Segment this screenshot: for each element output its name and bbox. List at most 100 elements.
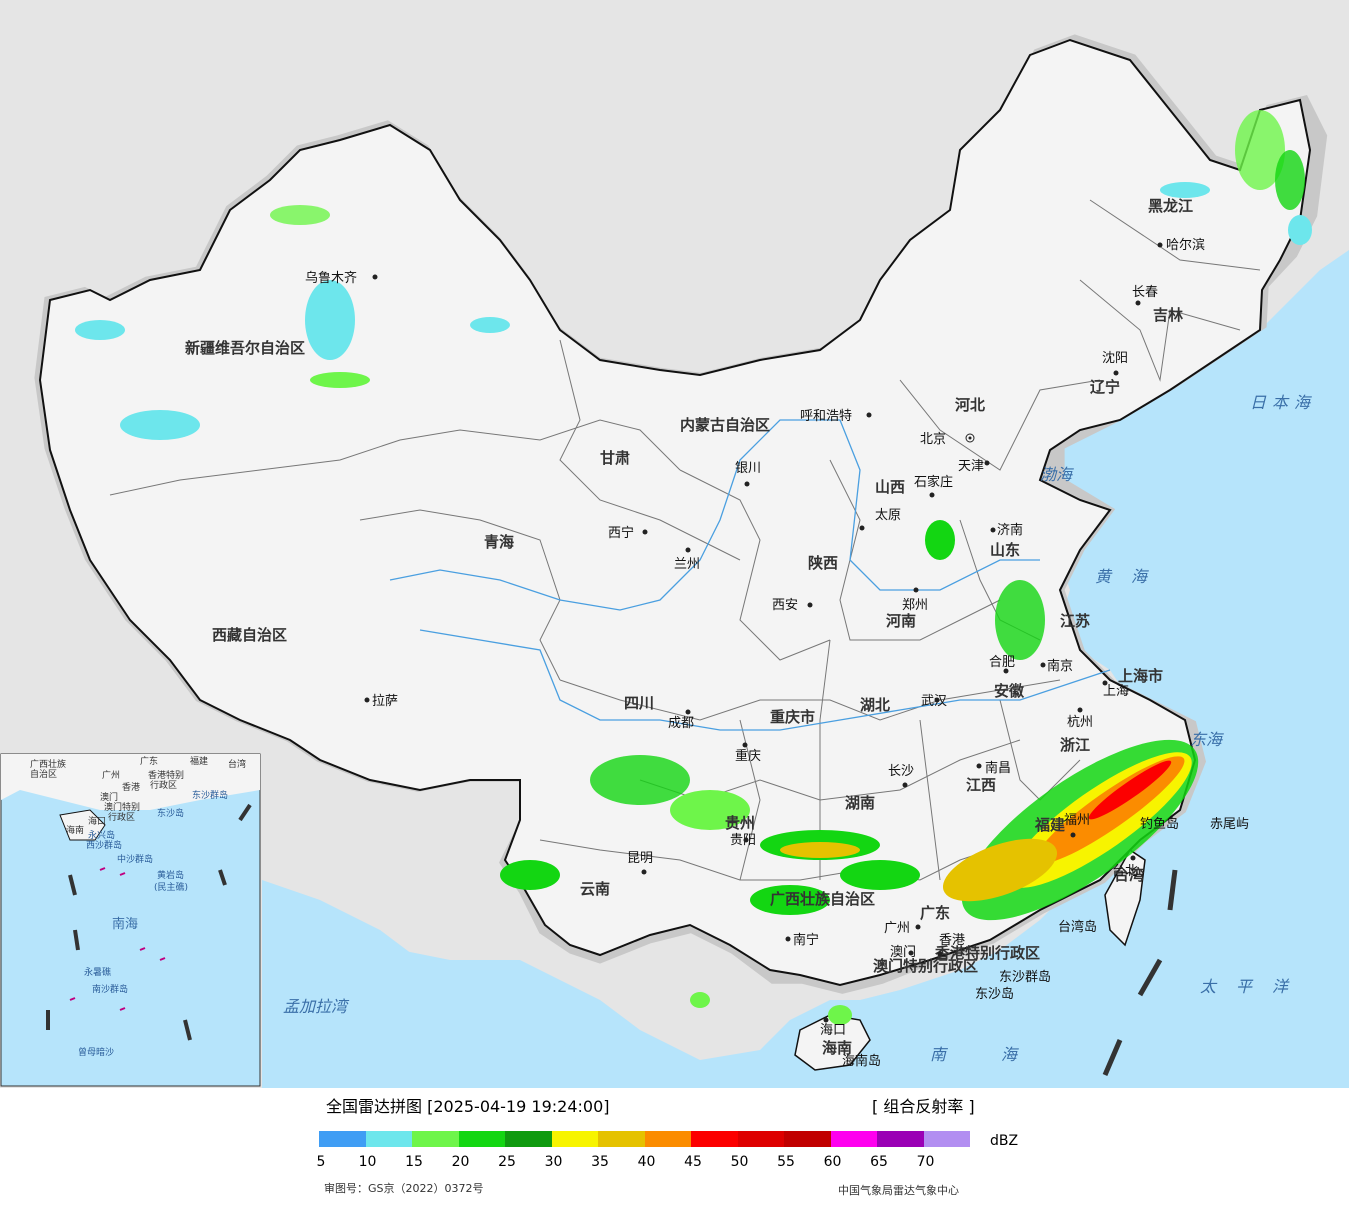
color-tick-label: 25 xyxy=(498,1154,516,1170)
province-label: 黑龙江 xyxy=(1148,197,1193,215)
city-label: 香港 xyxy=(939,933,965,948)
color-tick-label: 45 xyxy=(684,1154,702,1170)
color-swatch xyxy=(923,1131,970,1147)
inset-label: 台湾 xyxy=(228,758,246,770)
city-label: 澳门 xyxy=(890,944,916,960)
inset-labels: 广西壮族 自治区 广东 福建 台湾 广州 香港 澳门 香港特别 行政区 澳门特别… xyxy=(30,755,246,1058)
sea-label: 日本海 xyxy=(1250,393,1316,412)
city-label: 台湾岛 xyxy=(1058,919,1097,935)
province-label: 台湾 xyxy=(1114,866,1144,884)
city-label: 南京 xyxy=(1047,658,1073,674)
city-label: 拉萨 xyxy=(372,694,398,709)
city-label: 哈尔滨 xyxy=(1166,237,1205,253)
color-swatch xyxy=(784,1131,831,1147)
radar-map: 新疆维吾尔自治区 西藏自治区 青海 甘肃 内蒙古自治区 黑龙江 吉林 辽宁 河北… xyxy=(0,0,1349,1088)
city-labels: 乌鲁木齐 拉萨 西宁 兰州 银川 呼和浩特 北京 天津 石家庄 太原 西安 郑州… xyxy=(305,237,1249,1069)
province-label: 上海市 xyxy=(1118,667,1163,685)
city-label: 西宁 xyxy=(608,525,634,541)
color-swatch xyxy=(737,1131,784,1147)
province-label: 澳门特别行政区 xyxy=(873,957,978,975)
color-swatch xyxy=(551,1131,598,1147)
city-label: 杭州 xyxy=(1067,715,1093,730)
inset-label: 永暑礁 xyxy=(84,966,111,978)
province-labels: 新疆维吾尔自治区 西藏自治区 青海 甘肃 内蒙古自治区 黑龙江 吉林 辽宁 河北… xyxy=(185,197,1193,1057)
city-label: 上海 xyxy=(1103,684,1129,699)
taiwan-island xyxy=(1104,848,1146,947)
province-label: 贵州 xyxy=(725,814,755,832)
city-label: 南宁 xyxy=(793,932,819,948)
province-label: 湖北 xyxy=(860,696,890,714)
color-swatch xyxy=(644,1131,691,1147)
province-label: 江苏 xyxy=(1060,612,1090,630)
inset-label: 海口 xyxy=(88,815,106,827)
inset-label: 行政区 xyxy=(150,779,177,791)
city-label: 济南 xyxy=(997,522,1023,538)
province-label: 陕西 xyxy=(808,554,838,572)
inset-label: 永兴岛 xyxy=(88,829,115,841)
city-label: 台北 xyxy=(1112,864,1138,879)
color-swatch xyxy=(830,1131,877,1147)
city-label: 郑州 xyxy=(902,598,928,613)
inset-label: 澳门特别 xyxy=(104,801,140,813)
city-label: 兰州 xyxy=(674,557,700,572)
color-swatch xyxy=(365,1131,412,1147)
inset-label: (民主礁) xyxy=(154,881,188,893)
inset-label: 香港 xyxy=(122,781,140,793)
inset-label: 福建 xyxy=(190,755,208,767)
product-label: [ 组合反射率 ] xyxy=(872,1097,975,1116)
province-label: 广西壮族自治区 xyxy=(770,890,875,908)
south-china-sea-inset xyxy=(0,753,261,1087)
province-label: 福建 xyxy=(1034,816,1066,834)
sea-area xyxy=(262,250,1349,1088)
color-tick-label: 30 xyxy=(544,1154,563,1170)
color-tick-label: 20 xyxy=(451,1154,470,1170)
inset-label: 行政区 xyxy=(108,811,135,823)
sea-label: 南海 xyxy=(930,1045,1072,1064)
city-label: 长春 xyxy=(1132,285,1158,300)
inset-label: 香港特别 xyxy=(148,769,184,781)
city-label: 海南岛 xyxy=(842,1053,881,1069)
boundary-dashes xyxy=(1102,869,1178,1076)
color-swatch xyxy=(412,1131,459,1147)
sea-label: 黄海 xyxy=(1095,567,1167,586)
color-swatch xyxy=(458,1131,505,1147)
province-label: 江西 xyxy=(966,776,996,794)
city-label: 北京 xyxy=(920,432,946,447)
legend-title: 全国雷达拼图 [2025-04-19 19:24:00] xyxy=(326,1097,610,1116)
color-tick-label: 65 xyxy=(870,1154,888,1170)
color-tick-label: 60 xyxy=(823,1154,842,1170)
province-label: 吉林 xyxy=(1153,306,1184,324)
city-label: 东沙岛 xyxy=(975,986,1014,1002)
inset-label: 南沙群岛 xyxy=(92,983,128,995)
inset-label: 南海 xyxy=(112,916,138,932)
province-label: 河北 xyxy=(955,396,985,414)
radar-echoes xyxy=(75,110,1312,1025)
city-label: 赤尾屿 xyxy=(1210,817,1249,832)
province-label: 辽宁 xyxy=(1090,378,1120,396)
color-swatch xyxy=(598,1131,645,1147)
inset-label: 广东 xyxy=(140,755,158,767)
city-label: 海口 xyxy=(820,1023,846,1038)
color-tick-label: 50 xyxy=(730,1154,749,1170)
province-label: 安徽 xyxy=(994,682,1025,700)
color-swatch xyxy=(505,1131,552,1147)
province-label: 广东 xyxy=(920,904,950,922)
city-label: 东沙群岛 xyxy=(999,969,1051,985)
sea-label: 孟加拉湾 xyxy=(283,997,350,1016)
province-label: 山东 xyxy=(990,541,1020,559)
city-label: 南昌 xyxy=(985,760,1011,776)
inset-label: 东沙岛 xyxy=(157,807,184,819)
inset-label: 广西壮族 xyxy=(30,758,66,770)
province-label: 重庆市 xyxy=(770,708,815,726)
sea-label: 太平洋 xyxy=(1200,977,1308,996)
rivers xyxy=(389,419,1111,731)
province-label: 新疆维吾尔自治区 xyxy=(185,339,305,357)
province-label: 四川 xyxy=(624,694,654,712)
inset-label: 西沙群岛 xyxy=(86,839,122,851)
province-label: 内蒙古自治区 xyxy=(680,416,770,434)
sea-labels: 渤海 黄海 日本海 东海 南海 太平洋 孟加拉湾 xyxy=(283,393,1316,1064)
city-label: 沈阳 xyxy=(1102,351,1128,366)
inset-label: 曾母暗沙 xyxy=(78,1046,114,1058)
city-label: 广州 xyxy=(884,921,910,936)
city-label: 武汉 xyxy=(921,694,947,709)
